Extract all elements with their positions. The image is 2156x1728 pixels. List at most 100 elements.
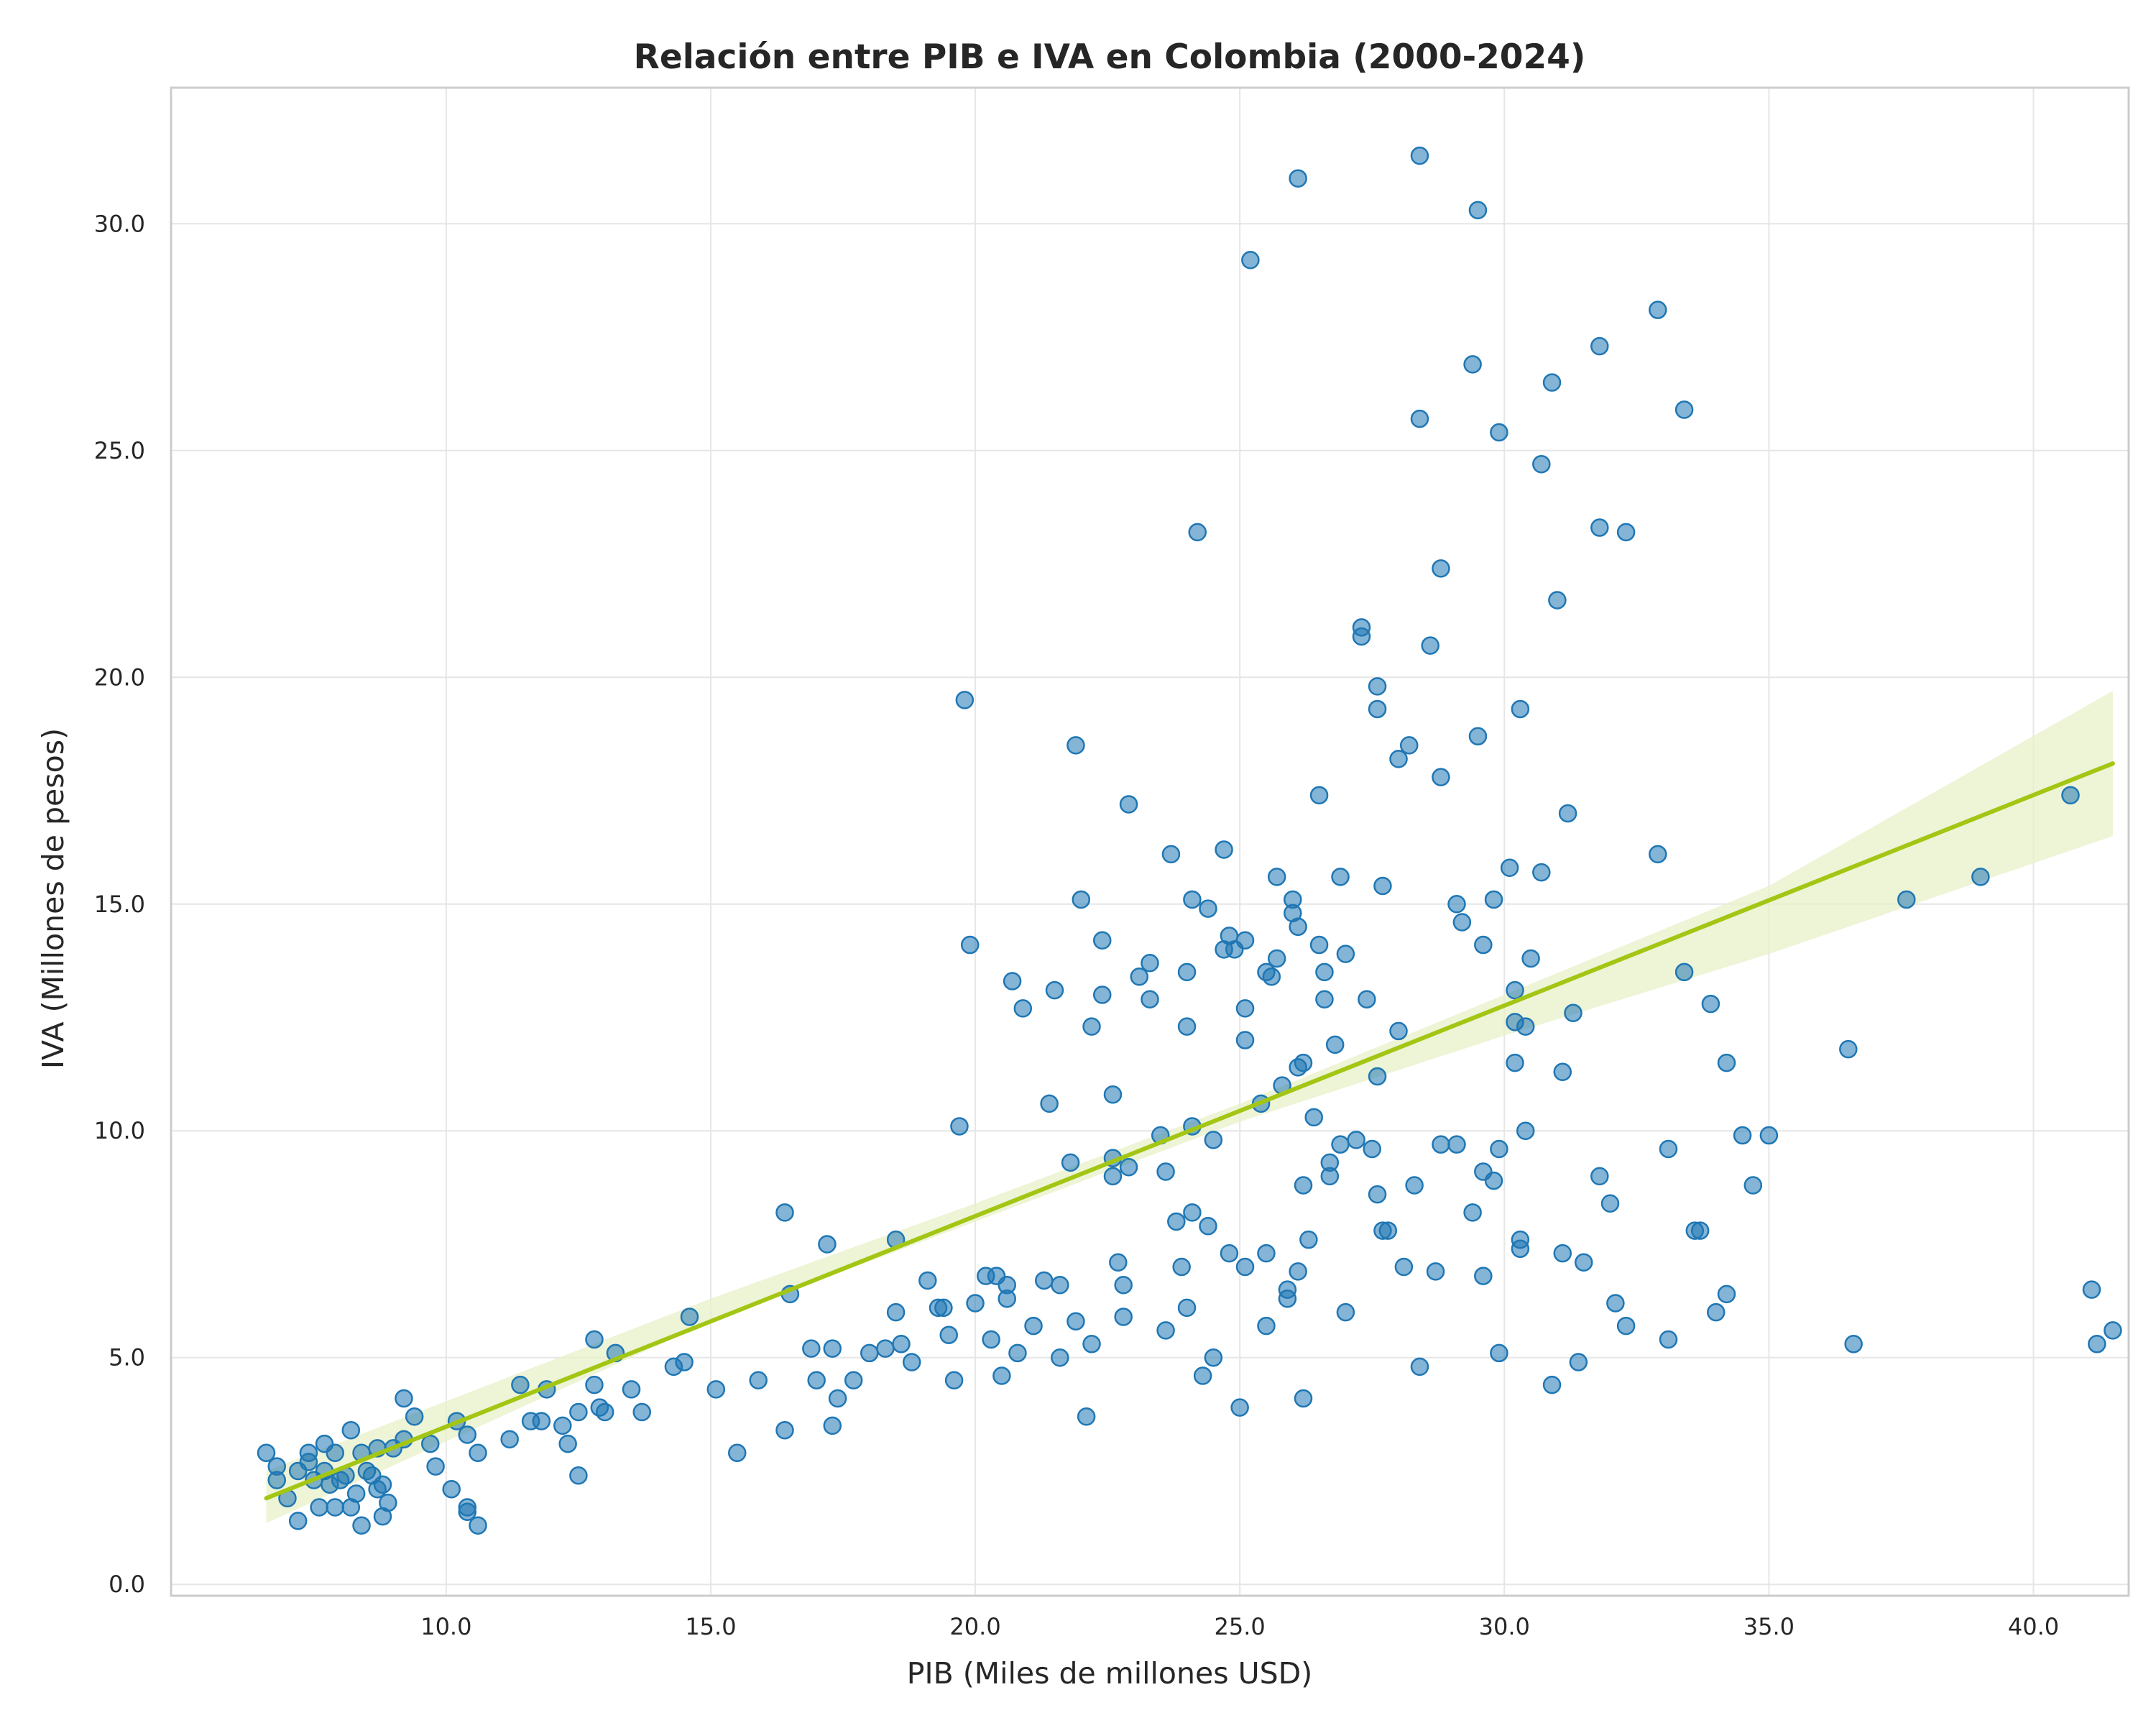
data-point [1368,1067,1387,1086]
y-tick-label: 5.0 [109,1344,145,1371]
data-point [1199,899,1217,918]
data-point [1484,890,1503,909]
regression-line-group [264,761,2115,1501]
x-tick-label: 30.0 [1479,1613,1530,1640]
data-point [966,1294,985,1313]
data-point [1278,1289,1297,1308]
data-point [1447,1135,1466,1154]
data-point [1109,1253,1128,1272]
data-point [1844,1335,1863,1354]
data-point [1024,1316,1043,1336]
data-point [1511,699,1530,719]
data-point [1368,677,1387,696]
data-point [1511,1239,1530,1259]
data-point [532,1412,551,1430]
data-point [326,1498,344,1517]
data-point [1358,990,1376,1009]
data-point [1463,355,1482,374]
data-point [1325,1035,1345,1054]
data-point [469,1443,487,1462]
data-point [1542,1375,1562,1394]
data-point [1235,999,1255,1018]
data-point [1119,1157,1138,1177]
data-point [1468,201,1488,220]
data-point [1204,1131,1223,1149]
data-point [1553,1062,1572,1081]
data-point [728,1443,747,1462]
data-point [569,1402,588,1422]
data-point [775,1203,794,1222]
data-point [1616,523,1636,542]
data-point [1267,949,1286,968]
data-point [1347,1131,1365,1149]
data-point [1447,895,1466,914]
data-point [1389,750,1408,768]
data-point [1516,1017,1535,1036]
data-point [1500,858,1519,878]
data-point [1309,786,1329,805]
data-point [1188,523,1207,542]
data-point [1230,1398,1249,1417]
data-point [341,1420,361,1440]
data-point [992,1366,1011,1385]
data-point [1035,1271,1054,1290]
x-axis-label: PIB (Miles de millones USD) [907,1656,1312,1691]
data-point [828,1389,847,1408]
data-point [1067,1312,1085,1331]
data-point [1092,931,1112,950]
data-point [1743,1176,1763,1195]
data-point [818,1235,837,1254]
data-point [1304,1108,1323,1127]
data-point [2061,786,2080,805]
data-point [1839,1039,1858,1059]
data-point [1156,1162,1175,1181]
y-axis-label: IVA (Millones de pesos) [36,728,70,1069]
data-point [1410,1357,1429,1377]
data-point [310,1498,328,1517]
data-point [1352,627,1371,646]
data-point [1759,1126,1779,1145]
data-point [1199,1217,1217,1236]
data-point [1516,1121,1535,1140]
data-point [1717,1284,1736,1304]
data-point [1410,409,1429,428]
data-point [1309,935,1329,955]
data-point [1432,768,1450,786]
data-point [299,1453,318,1471]
data-point [1193,1366,1212,1385]
data-point [955,691,975,709]
data-point [1474,935,1493,955]
data-point [352,1516,371,1535]
data-point [1294,1389,1313,1408]
data-point [1452,913,1472,932]
data-point [1542,373,1562,392]
data-point [2082,1280,2101,1299]
data-point [775,1420,794,1440]
data-point [1426,1262,1445,1281]
data-point [1235,1031,1255,1049]
data-point [1336,945,1355,963]
data-point [1389,1021,1408,1041]
data-point [1119,795,1138,814]
data-point [1141,990,1159,1009]
data-point [458,1502,477,1522]
data-point [1235,931,1255,950]
data-point [982,1330,1000,1349]
data-point [1606,1294,1625,1313]
data-point [1405,1176,1424,1195]
regression-line [264,761,2115,1501]
data-point [1289,917,1307,937]
data-point [1235,1257,1255,1277]
data-point [458,1425,477,1444]
data-point [1067,736,1085,755]
data-point [1284,890,1302,909]
data-point [939,1325,958,1344]
data-point [1674,962,1694,982]
data-point [1558,804,1577,823]
data-point [469,1516,487,1535]
y-tick-label: 10.0 [94,1117,145,1144]
data-point [886,1302,906,1322]
data-point [1521,949,1540,968]
data-point [1315,962,1334,982]
data-point [595,1402,614,1422]
